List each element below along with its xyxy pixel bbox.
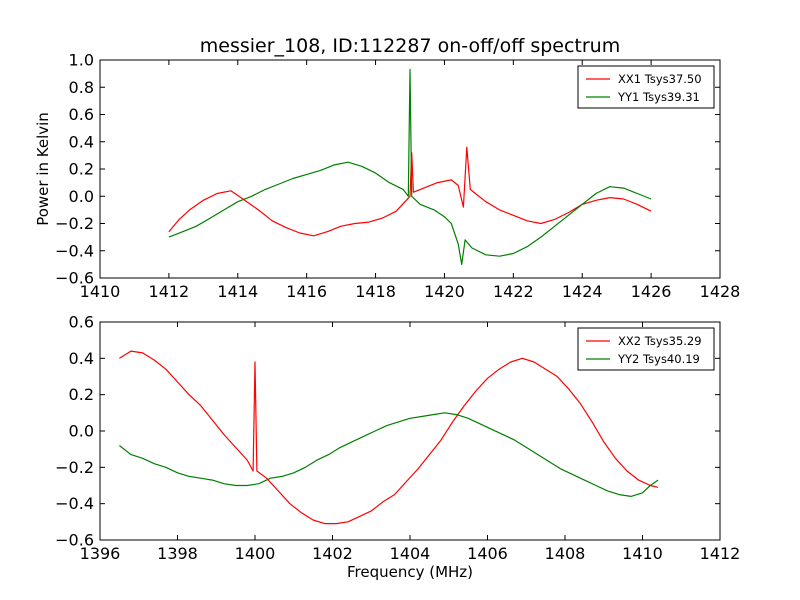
series-group <box>119 350 659 525</box>
series-line-yy1 <box>168 68 652 265</box>
y-tick-label: −0.2 <box>55 458 94 477</box>
y-tick-label: 0.8 <box>69 78 94 97</box>
legend: XX2 Tsys35.29 YY2 Tsys40.19 <box>577 327 715 371</box>
x-tick-label: 1428 <box>700 282 741 301</box>
y-tick-label: 0.0 <box>69 187 94 206</box>
x-tick-label: 1414 <box>217 282 258 301</box>
x-tick-label: 1416 <box>286 282 327 301</box>
legend-label: YY2 Tsys40.19 <box>617 352 700 366</box>
y-tick-label: −0.4 <box>55 494 94 513</box>
y-tick-label: −0.6 <box>55 531 94 550</box>
y-tick-label: −0.6 <box>55 269 94 288</box>
y-tick-label: 0.6 <box>69 105 94 124</box>
series-line-xx1 <box>168 146 652 237</box>
y-tick-label: 1.0 <box>69 51 94 70</box>
legend-box <box>577 65 715 109</box>
x-tick-label: 1410 <box>622 544 663 563</box>
x-tick-label: 1400 <box>235 544 276 563</box>
legend-label: XX1 Tsys37.50 <box>618 72 702 86</box>
legend: XX1 Tsys37.50 YY1 Tsys39.31 <box>577 65 715 109</box>
y-tick-label: 0.2 <box>69 160 94 179</box>
x-tick-label: 1418 <box>355 282 396 301</box>
x-tick-label: 1412 <box>700 544 741 563</box>
x-tick-label: 1410 <box>80 282 121 301</box>
y-tick-label: 0.6 <box>69 313 94 332</box>
series-group <box>168 68 652 265</box>
legend-label: XX2 Tsys35.29 <box>618 334 702 348</box>
series-line-yy2 <box>119 412 659 497</box>
legend-box <box>577 327 715 371</box>
x-tick-label: 1398 <box>157 544 198 563</box>
y-tick-label: 0.4 <box>69 349 94 368</box>
x-tick-label: 1404 <box>390 544 431 563</box>
series-line-xx2 <box>119 350 659 525</box>
legend-label: YY1 Tsys39.31 <box>617 90 700 104</box>
top-spectrum-panel: 1410 1412 1414 1416 1418 1420 1422 1424 1426 1428… <box>55 51 740 302</box>
figure-title: messier_108, ID:112287 on-off/off spectr… <box>200 35 620 57</box>
x-tick-label: 1396 <box>80 544 121 563</box>
x-tick-label: 1406 <box>467 544 508 563</box>
x-tick-label: 1402 <box>312 544 353 563</box>
x-tick-label: 1426 <box>631 282 672 301</box>
x-tick-label: 1422 <box>493 282 534 301</box>
bottom-spectrum-panel: 1396 1398 1400 1402 1404 1406 1408 1410 1412 −0.6… <box>55 313 740 564</box>
y-tick-label: 0.4 <box>69 132 94 151</box>
y-tick-label: −0.4 <box>55 241 94 260</box>
x-tick-label: 1408 <box>545 544 586 563</box>
y-tick-label: 0.2 <box>69 385 94 404</box>
y-tick-label: 0.0 <box>69 422 94 441</box>
y-axis-label: Power in Kelvin <box>34 112 52 226</box>
x-tick-label: 1412 <box>149 282 190 301</box>
y-tick-label: −0.2 <box>55 214 94 233</box>
x-tick-label: 1424 <box>562 282 603 301</box>
x-tick-label: 1420 <box>424 282 465 301</box>
x-axis-label: Frequency (MHz) <box>347 563 473 581</box>
